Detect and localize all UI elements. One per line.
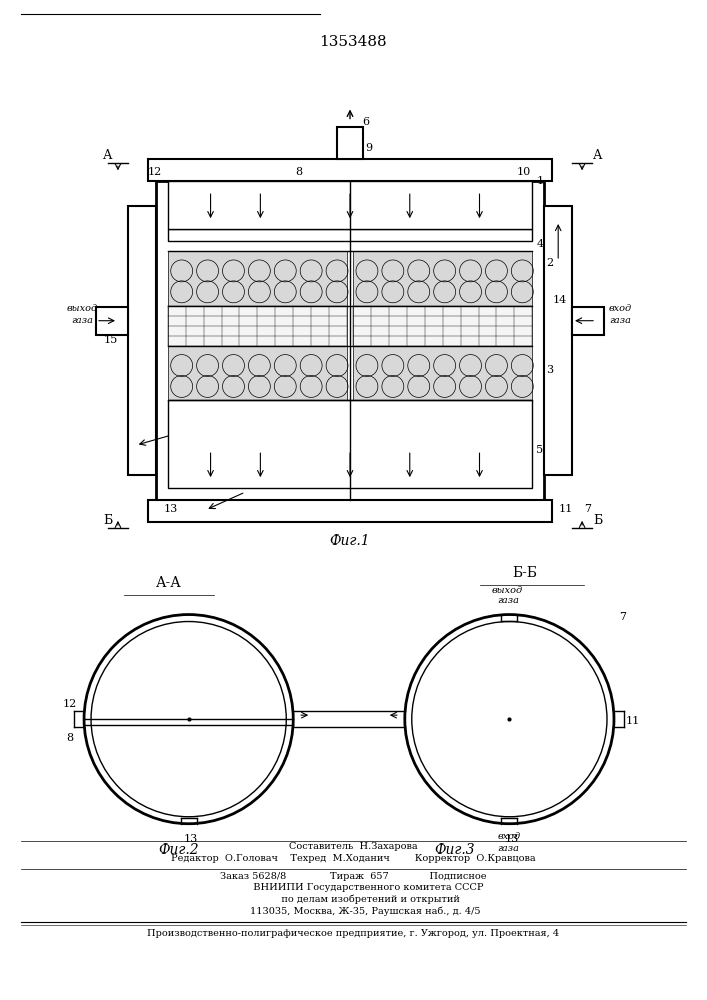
Text: 11: 11	[559, 504, 573, 514]
Text: Составитель  Н.Захарова: Составитель Н.Захарова	[288, 842, 417, 851]
Text: Фиг.2: Фиг.2	[158, 843, 199, 857]
Text: А: А	[103, 149, 112, 162]
Text: 10: 10	[516, 167, 531, 177]
Text: А-А: А-А	[156, 576, 182, 590]
Text: Б: Б	[103, 514, 112, 527]
Text: 13: 13	[504, 834, 519, 844]
Text: Б-Б: Б-Б	[512, 566, 537, 580]
Bar	[148, 159, 552, 181]
Text: 8: 8	[66, 733, 74, 743]
Text: Фиг.3: Фиг.3	[434, 843, 475, 857]
Text: 15: 15	[104, 335, 118, 345]
Text: вход: вход	[609, 304, 632, 313]
Text: газа: газа	[498, 844, 520, 853]
Text: 12: 12	[62, 699, 76, 709]
Bar	[128, 206, 156, 475]
Text: 13: 13	[184, 834, 198, 844]
Bar	[168, 346, 347, 400]
Text: газа: газа	[609, 316, 631, 325]
Bar	[572, 307, 604, 335]
Bar	[168, 229, 532, 241]
Text: 13: 13	[164, 504, 178, 514]
Text: 7: 7	[619, 612, 626, 622]
Bar	[148, 500, 552, 522]
Bar	[168, 181, 532, 229]
Text: 8: 8	[296, 167, 303, 177]
Bar	[168, 306, 347, 346]
Bar	[544, 206, 572, 475]
Text: 3: 3	[547, 365, 554, 375]
Bar	[96, 307, 128, 335]
Text: газа: газа	[498, 596, 520, 605]
Text: 12: 12	[148, 167, 162, 177]
Text: 11: 11	[626, 716, 640, 726]
Text: 1353488: 1353488	[319, 35, 387, 49]
Bar	[353, 306, 532, 346]
Text: 2: 2	[547, 258, 554, 268]
Text: Заказ 5628/8              Тираж  657             Подписное: Заказ 5628/8 Тираж 657 Подписное	[220, 872, 486, 881]
Text: по делам изобретений и открытий: по делам изобретений и открытий	[247, 895, 460, 904]
Text: Б: Б	[593, 514, 602, 527]
Text: Фиг.1: Фиг.1	[329, 534, 370, 548]
Text: 113035, Москва, Ж-35, Раушская наб., д. 4/5: 113035, Москва, Ж-35, Раушская наб., д. …	[226, 907, 481, 916]
Text: выход: выход	[491, 586, 522, 595]
Bar	[168, 251, 347, 306]
Bar	[353, 346, 532, 400]
Text: 4: 4	[537, 239, 544, 249]
Bar	[353, 251, 532, 306]
Text: 9: 9	[365, 143, 372, 153]
Text: 7: 7	[584, 504, 591, 514]
Text: выход: выход	[66, 304, 98, 313]
Text: 6: 6	[362, 117, 369, 127]
Bar	[337, 127, 363, 159]
Text: А: А	[593, 149, 602, 162]
Bar	[156, 181, 544, 500]
Text: Редактор  О.Головач    Техред  М.Ходанич        Корректор  О.Кравцова: Редактор О.Головач Техред М.Ходанич Корр…	[170, 854, 535, 863]
Text: 1: 1	[537, 176, 544, 186]
Bar	[168, 400, 532, 488]
Text: 14: 14	[552, 295, 566, 305]
Text: газа: газа	[71, 316, 93, 325]
Text: 5: 5	[537, 445, 544, 455]
Text: вход: вход	[498, 832, 520, 841]
Text: ВНИИПИ Государственного комитета СССР: ВНИИПИ Государственного комитета СССР	[222, 883, 484, 892]
Text: Производственно-полиграфическое предприятие, г. Ужгород, ул. Проектная, 4: Производственно-полиграфическое предприя…	[147, 929, 559, 938]
